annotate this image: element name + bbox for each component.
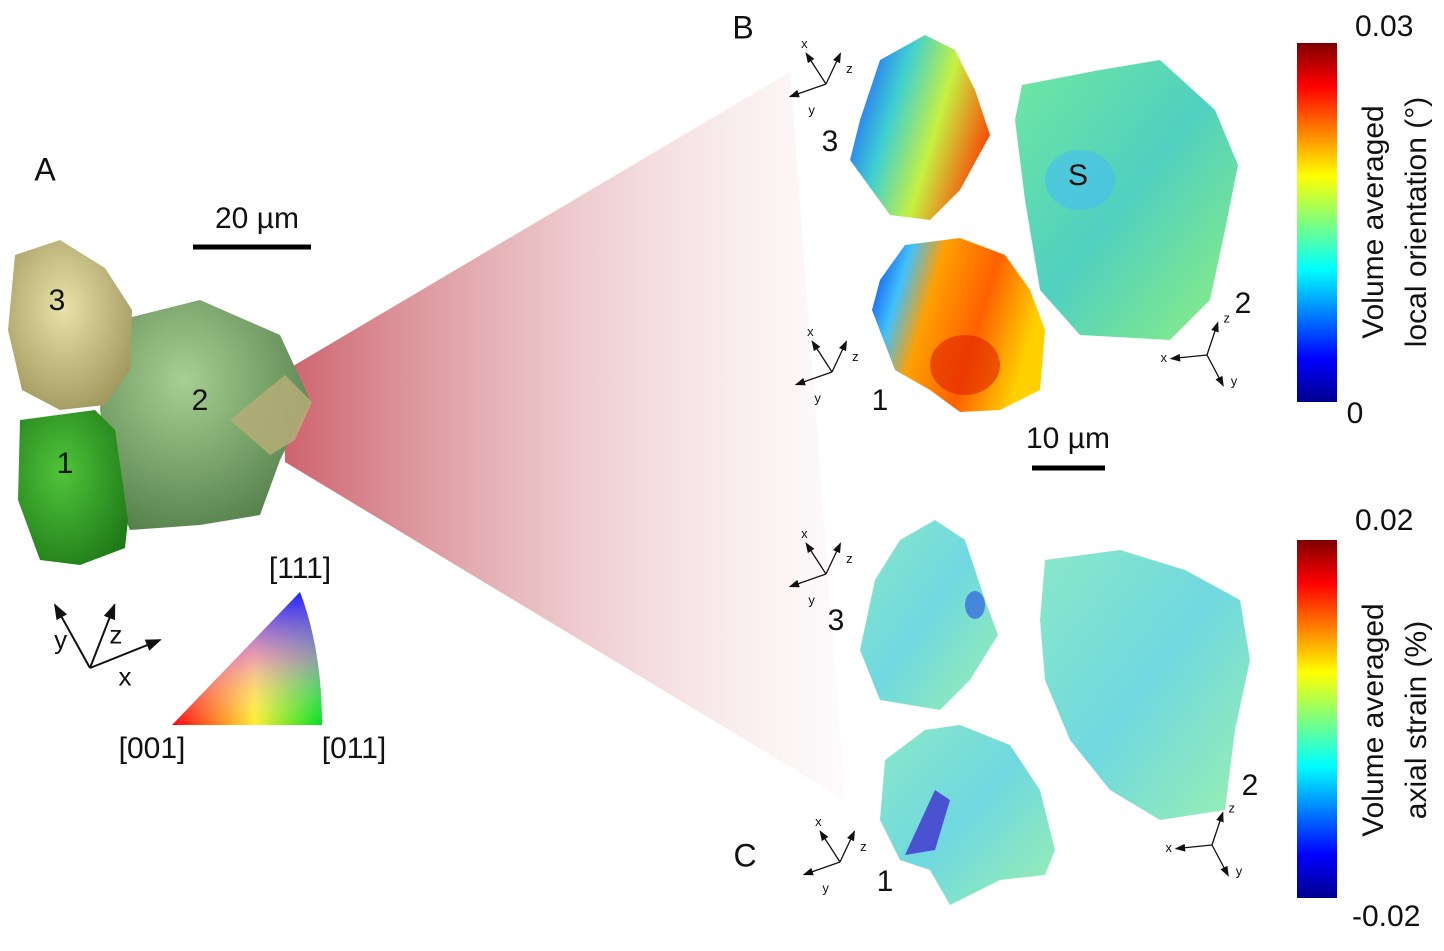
triad-label: x: [1166, 840, 1173, 855]
triad-axis: [54, 603, 91, 669]
colorbar-max: 0.02: [1355, 504, 1413, 537]
triad-label: x: [1161, 350, 1168, 365]
colorbar-min: 0: [1347, 397, 1364, 430]
panel-label: A: [34, 151, 56, 187]
triad-axis: [89, 603, 116, 669]
panel-label: B: [732, 9, 753, 45]
triad-axis: [819, 830, 841, 863]
marker-label: S: [1068, 159, 1088, 192]
triad-axis: [825, 52, 841, 85]
triad-label: z: [109, 619, 122, 649]
triad-axis: [1169, 353, 1208, 362]
ipf-label: [111]: [269, 552, 331, 585]
grain-label: 3: [828, 604, 845, 637]
triad-label: z: [846, 551, 853, 566]
triad-label: x: [801, 36, 808, 51]
grain-label: 2: [192, 384, 209, 417]
triad-axis: [811, 340, 833, 373]
grain-label: 3: [49, 284, 66, 317]
triad-label: y: [822, 880, 829, 895]
grain-label: 3: [822, 125, 839, 158]
triad-label: y: [808, 592, 815, 607]
map-b-1: [872, 238, 1045, 412]
triad-label: z: [860, 839, 867, 854]
grain-3: [8, 240, 132, 410]
triad-axis: [788, 83, 827, 98]
grain-label: 1: [877, 865, 894, 898]
triad-label: z: [1229, 800, 1236, 815]
colorbar-title: axial strain (%): [1400, 621, 1433, 819]
triad-axis: [805, 542, 827, 575]
grain-label: 1: [872, 384, 889, 417]
map-c-2: [1040, 550, 1250, 820]
grain-label: 1: [57, 447, 74, 480]
map-b-3: [850, 35, 990, 220]
triad-label: z: [846, 61, 853, 76]
triad-axis: [1174, 843, 1213, 852]
panel-label: C: [733, 837, 756, 873]
scale-bar-label: 20 µm: [215, 202, 299, 235]
map-c-3-spot: [965, 591, 985, 619]
scale-bar-label: 10 µm: [1026, 422, 1110, 455]
grain-2: [100, 300, 310, 530]
colorbar-title: Volume averaged: [1357, 105, 1390, 339]
triad-axis: [1211, 844, 1229, 877]
triad-axis: [839, 830, 855, 863]
triad-axis: [805, 52, 827, 85]
triad-label: y: [1236, 863, 1243, 878]
map-c-1: [880, 725, 1055, 905]
triad-label: x: [801, 526, 808, 541]
triad-axis: [825, 542, 841, 575]
map-c-3: [860, 520, 998, 710]
triad-label: z: [852, 349, 859, 364]
grain-label: 2: [1242, 769, 1259, 802]
colorbar-title: Volume averaged: [1357, 603, 1390, 837]
grain-1: [18, 410, 128, 565]
map-c-1-spot: [905, 790, 950, 855]
triad-axis: [794, 371, 833, 386]
triad-label: y: [808, 102, 815, 117]
colorbar-c: [1297, 540, 1337, 898]
colorbar-title: local orientation (°): [1400, 97, 1433, 347]
grain-label: 2: [1235, 287, 1252, 320]
triad-label: z: [1224, 310, 1231, 325]
ipf-overlay: [172, 592, 322, 725]
ipf-label: [011]: [322, 732, 387, 765]
map-b-2: [1015, 60, 1238, 340]
map-b-1-spot: [930, 335, 1000, 395]
triad-label: x: [815, 814, 822, 829]
triad-axis: [1211, 811, 1224, 846]
map-b-2-spot: [1045, 150, 1115, 210]
triad-label: y: [814, 390, 821, 405]
triad-axis: [1206, 354, 1224, 387]
ipf-label: [001]: [119, 732, 186, 765]
triad-axis: [831, 340, 847, 373]
triad-axis: [788, 573, 827, 588]
grain-overlap: [230, 375, 312, 455]
colorbar-b: [1297, 43, 1337, 402]
triad-label: x: [807, 324, 814, 339]
colorbar-min: -0.02: [1352, 900, 1420, 933]
triad-label: y: [1231, 373, 1238, 388]
triad-label: x: [119, 661, 132, 691]
triad-label: y: [54, 624, 67, 654]
triad-axis: [1206, 321, 1219, 356]
triad-axis: [802, 861, 841, 876]
zoom-cone: [283, 72, 845, 800]
colorbar-max: 0.03: [1355, 10, 1413, 43]
triad-axis: [89, 639, 162, 669]
